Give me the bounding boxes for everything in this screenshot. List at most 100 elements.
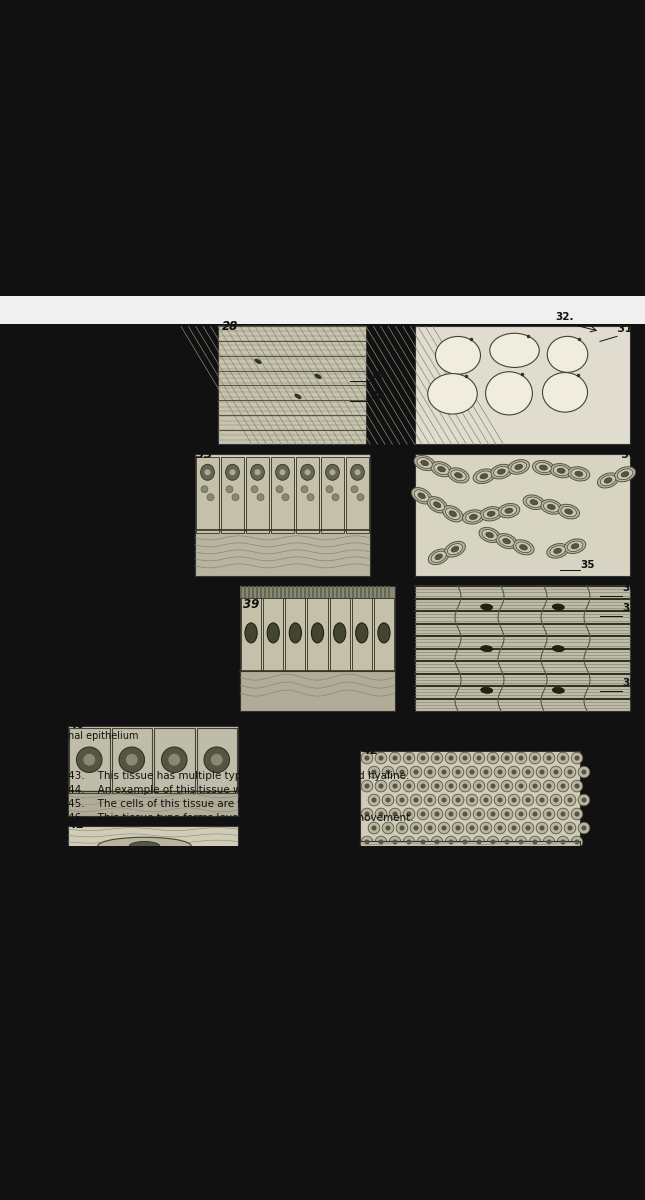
Circle shape [497, 853, 502, 858]
Bar [332, 586, 334, 598]
Circle shape [392, 811, 397, 816]
Circle shape [445, 808, 457, 820]
Text: 39: 39 [243, 598, 259, 611]
Ellipse shape [539, 466, 548, 470]
Ellipse shape [597, 473, 619, 488]
Circle shape [168, 754, 180, 766]
Bar [380, 586, 382, 598]
Circle shape [421, 840, 426, 845]
Circle shape [392, 756, 397, 761]
Ellipse shape [541, 499, 562, 515]
Circle shape [452, 850, 464, 862]
Circle shape [477, 868, 482, 872]
Circle shape [522, 822, 534, 834]
Text: D.  Cartilage: D. Cartilage [10, 504, 71, 514]
Bar [415, 586, 630, 712]
Circle shape [515, 752, 527, 764]
Circle shape [424, 822, 436, 834]
Circle shape [504, 868, 510, 872]
Circle shape [435, 784, 439, 788]
Circle shape [372, 798, 377, 803]
Ellipse shape [312, 623, 324, 643]
Circle shape [490, 784, 495, 788]
Circle shape [307, 493, 314, 500]
Bar [248, 586, 250, 598]
Ellipse shape [553, 466, 569, 476]
Circle shape [487, 808, 499, 820]
Circle shape [435, 868, 439, 872]
Circle shape [364, 756, 370, 761]
Circle shape [455, 769, 461, 774]
Circle shape [204, 469, 210, 475]
Text: 35: 35 [580, 560, 595, 570]
Bar [241, 598, 261, 671]
Ellipse shape [444, 541, 466, 557]
Ellipse shape [294, 394, 302, 398]
Circle shape [494, 766, 506, 778]
Circle shape [568, 853, 573, 858]
Circle shape [553, 769, 559, 774]
Ellipse shape [496, 534, 517, 548]
Ellipse shape [254, 359, 262, 364]
Circle shape [497, 798, 502, 803]
Bar [364, 586, 366, 598]
Circle shape [364, 811, 370, 816]
Circle shape [389, 836, 401, 848]
Circle shape [561, 868, 566, 872]
Circle shape [575, 868, 579, 872]
Ellipse shape [251, 464, 264, 480]
Ellipse shape [564, 539, 586, 553]
Ellipse shape [449, 511, 457, 517]
Bar [244, 586, 246, 598]
Circle shape [526, 826, 531, 830]
Bar [246, 457, 269, 533]
Ellipse shape [552, 646, 564, 652]
Ellipse shape [435, 336, 481, 374]
Circle shape [406, 840, 412, 845]
Ellipse shape [483, 509, 499, 518]
Text: 45.    The cells of this tissue are filled with lipids.: 45. The cells of this tissue are filled … [68, 799, 323, 809]
Circle shape [470, 798, 475, 803]
Circle shape [490, 756, 495, 761]
Circle shape [571, 808, 583, 820]
Circle shape [526, 853, 531, 858]
Circle shape [403, 808, 415, 820]
Circle shape [536, 766, 548, 778]
Ellipse shape [245, 623, 257, 643]
Ellipse shape [442, 505, 463, 522]
Text: 29: 29 [370, 371, 384, 380]
Ellipse shape [479, 528, 501, 542]
Ellipse shape [571, 544, 579, 548]
Ellipse shape [547, 544, 568, 558]
Circle shape [462, 811, 468, 816]
Ellipse shape [481, 688, 493, 694]
Circle shape [477, 784, 482, 788]
Circle shape [546, 811, 551, 816]
Circle shape [508, 794, 520, 806]
Circle shape [410, 766, 422, 778]
Circle shape [351, 486, 358, 493]
Circle shape [511, 826, 517, 830]
Ellipse shape [499, 535, 514, 546]
Circle shape [421, 811, 426, 816]
Circle shape [406, 868, 412, 872]
Ellipse shape [542, 372, 588, 412]
Circle shape [487, 752, 499, 764]
Circle shape [119, 748, 144, 773]
Ellipse shape [508, 460, 530, 474]
Circle shape [382, 794, 394, 806]
Bar [195, 530, 370, 576]
Ellipse shape [491, 464, 512, 479]
Bar [388, 586, 390, 598]
Bar [276, 586, 278, 598]
Circle shape [379, 840, 384, 845]
Bar [376, 586, 378, 598]
Circle shape [484, 769, 488, 774]
Bar [197, 728, 237, 793]
Circle shape [413, 826, 419, 830]
Bar [260, 586, 262, 598]
Circle shape [501, 864, 513, 876]
Circle shape [539, 798, 544, 803]
Bar [271, 457, 294, 533]
Ellipse shape [481, 604, 493, 610]
